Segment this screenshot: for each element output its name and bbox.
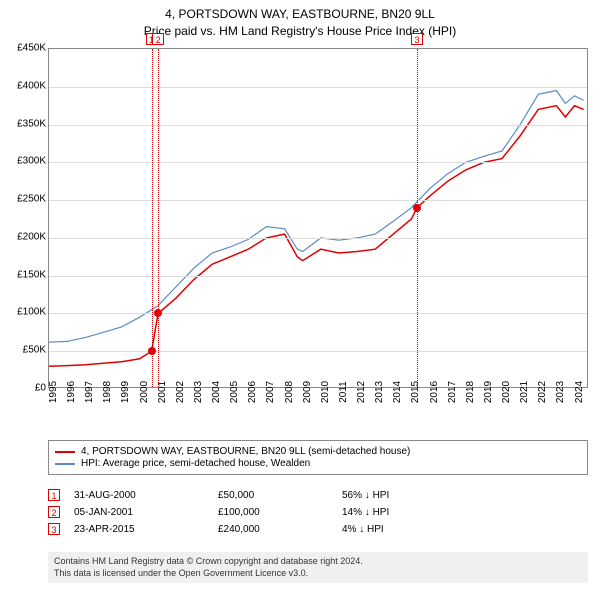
x-tick-label: 1999 <box>120 381 131 403</box>
y-axis: £0£50K£100K£150K£200K£250K£300K£350K£400… <box>0 48 48 388</box>
x-tick-label: 1996 <box>66 381 77 403</box>
events-table: 1 31-AUG-2000 £50,000 56% ↓ HPI 2 05-JAN-2001… <box>48 484 588 540</box>
event-price: £240,000 <box>218 524 328 535</box>
event-pct: 4% ↓ HPI <box>342 524 452 535</box>
chart-container: 4, PORTSDOWN WAY, EASTBOURNE, BN20 9LL P… <box>0 0 600 590</box>
x-tick-label: 2004 <box>211 381 222 403</box>
event-row: 2 05-JAN-2001 £100,000 14% ↓ HPI <box>48 506 588 518</box>
y-tick-label: £300K <box>17 156 46 167</box>
x-tick-label: 2018 <box>465 381 476 403</box>
vertical-marker <box>152 49 153 387</box>
gridline-h <box>49 200 587 201</box>
title-block: 4, PORTSDOWN WAY, EASTBOURNE, BN20 9LL P… <box>0 0 600 44</box>
x-tick-label: 1997 <box>84 381 95 403</box>
x-tick-label: 2005 <box>229 381 240 403</box>
plot-area: 123 <box>48 48 588 388</box>
x-tick-label: 2007 <box>265 381 276 403</box>
y-tick-label: £50K <box>23 345 46 356</box>
x-tick-label: 1995 <box>48 381 59 403</box>
x-tick-label: 2024 <box>574 381 585 403</box>
x-tick-label: 2022 <box>537 381 548 403</box>
vertical-marker <box>417 49 418 387</box>
y-tick-label: £450K <box>17 43 46 54</box>
x-tick-label: 2017 <box>447 381 458 403</box>
legend-row: 4, PORTSDOWN WAY, EASTBOURNE, BN20 9LL (… <box>55 446 581 457</box>
x-tick-label: 1998 <box>102 381 113 403</box>
event-row: 3 23-APR-2015 £240,000 4% ↓ HPI <box>48 523 588 535</box>
chart-area: 123 <box>48 48 588 388</box>
x-tick-label: 2012 <box>356 381 367 403</box>
x-tick-label: 2011 <box>338 381 349 403</box>
gridline-h <box>49 238 587 239</box>
series-price_paid <box>49 106 584 367</box>
x-tick-label: 2006 <box>247 381 258 403</box>
x-tick-label: 2001 <box>157 381 168 403</box>
y-tick-label: £200K <box>17 231 46 242</box>
x-tick-label: 2014 <box>392 381 403 403</box>
x-tick-label: 2023 <box>555 381 566 403</box>
event-number: 1 <box>48 489 60 501</box>
event-date: 23-APR-2015 <box>74 524 204 535</box>
event-date: 05-JAN-2001 <box>74 507 204 518</box>
x-tick-label: 2003 <box>193 381 204 403</box>
x-tick-label: 2020 <box>501 381 512 403</box>
y-tick-label: £100K <box>17 307 46 318</box>
legend-swatch <box>55 463 75 465</box>
event-number: 3 <box>48 523 60 535</box>
event-price: £100,000 <box>218 507 328 518</box>
legend-label: 4, PORTSDOWN WAY, EASTBOURNE, BN20 9LL (… <box>81 446 410 457</box>
footer-line-2: This data is licensed under the Open Gov… <box>54 568 582 580</box>
event-price: £50,000 <box>218 490 328 501</box>
footer: Contains HM Land Registry data © Crown c… <box>48 552 588 583</box>
gridline-h <box>49 162 587 163</box>
chart-lines <box>49 49 589 389</box>
y-tick-label: £0 <box>35 383 46 394</box>
gridline-h <box>49 276 587 277</box>
x-axis: 1995199619971998199920002001200220032004… <box>48 388 588 438</box>
title-line-1: 4, PORTSDOWN WAY, EASTBOURNE, BN20 9LL <box>0 6 600 23</box>
gridline-h <box>49 125 587 126</box>
legend-label: HPI: Average price, semi-detached house,… <box>81 458 310 469</box>
sale-dot <box>148 347 156 355</box>
x-tick-label: 2000 <box>139 381 150 403</box>
event-pct: 56% ↓ HPI <box>342 490 452 501</box>
series-hpi <box>49 91 584 343</box>
legend-row: HPI: Average price, semi-detached house,… <box>55 458 581 469</box>
y-tick-label: £350K <box>17 118 46 129</box>
marker-label: 2 <box>152 33 164 45</box>
sale-dot <box>413 204 421 212</box>
y-tick-label: £150K <box>17 269 46 280</box>
legend: 4, PORTSDOWN WAY, EASTBOURNE, BN20 9LL (… <box>48 440 588 475</box>
marker-label: 3 <box>411 33 423 45</box>
x-tick-label: 2008 <box>284 381 295 403</box>
x-tick-label: 2015 <box>410 381 421 403</box>
gridline-h <box>49 87 587 88</box>
x-tick-label: 2019 <box>483 381 494 403</box>
gridline-h <box>49 351 587 352</box>
event-number: 2 <box>48 506 60 518</box>
x-tick-label: 2010 <box>320 381 331 403</box>
event-row: 1 31-AUG-2000 £50,000 56% ↓ HPI <box>48 489 588 501</box>
y-tick-label: £400K <box>17 80 46 91</box>
x-tick-label: 2021 <box>519 381 530 403</box>
gridline-h <box>49 313 587 314</box>
sale-dot <box>154 309 162 317</box>
x-tick-label: 2013 <box>374 381 385 403</box>
event-pct: 14% ↓ HPI <box>342 507 452 518</box>
x-tick-label: 2002 <box>175 381 186 403</box>
event-date: 31-AUG-2000 <box>74 490 204 501</box>
x-tick-label: 2009 <box>302 381 313 403</box>
vertical-marker <box>158 49 159 387</box>
legend-swatch <box>55 451 75 453</box>
footer-line-1: Contains HM Land Registry data © Crown c… <box>54 556 582 568</box>
x-tick-label: 2016 <box>429 381 440 403</box>
title-line-2: Price paid vs. HM Land Registry's House … <box>0 23 600 40</box>
y-tick-label: £250K <box>17 194 46 205</box>
